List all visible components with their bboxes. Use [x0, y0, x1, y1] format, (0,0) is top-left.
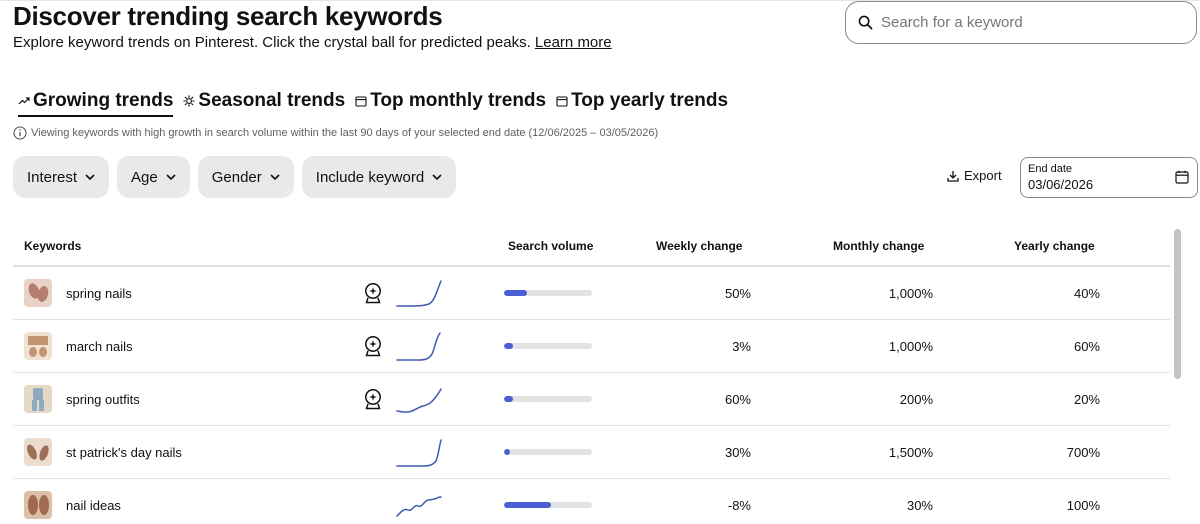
table-row[interactable]: march nails 3% 1,000% 60% [13, 320, 1170, 373]
tab-label: Seasonal trends [198, 90, 346, 111]
keyword-label: spring nails [66, 286, 132, 301]
column-header-yearly-change[interactable]: Yearly change [1014, 239, 1095, 253]
monthly-change-value: 1,000% [888, 286, 933, 301]
table-row[interactable]: spring nails 50% 1,000% 40% [13, 267, 1170, 320]
tab-label: Growing trends [33, 90, 174, 111]
calendar-icon [556, 95, 568, 107]
filter-interest[interactable]: Interest [13, 156, 110, 198]
info-note: Viewing keywords with high growth in sea… [13, 126, 658, 140]
search-volume-fill [504, 449, 511, 455]
info-text: Viewing keywords with high growth in sea… [31, 127, 659, 139]
trend-sparkline [396, 332, 441, 361]
crystal-ball-icon[interactable] [363, 282, 383, 304]
subtitle-text: Explore keyword trends on Pinterest. Cli… [13, 34, 531, 51]
monthly-change-value: 30% [906, 498, 933, 513]
calendar-icon[interactable] [1175, 170, 1189, 184]
monthly-change-value: 1,000% [888, 339, 933, 354]
calendar-icon [355, 95, 367, 107]
weekly-change-value: 30% [724, 445, 751, 460]
search-volume-bar [504, 343, 592, 349]
keyword-label: st patrick's day nails [66, 445, 182, 460]
yearly-change-value: 40% [1073, 286, 1100, 301]
filter-gender[interactable]: Gender [197, 156, 294, 198]
export-button[interactable]: Export [947, 168, 1002, 183]
search-volume-bar [504, 502, 592, 508]
search-volume-fill [504, 502, 551, 508]
yearly-change-value: 60% [1073, 339, 1100, 354]
page-subtitle: Explore keyword trends on Pinterest. Cli… [13, 34, 612, 51]
chevron-down-icon [85, 174, 95, 180]
end-date-value[interactable]: 03/06/2026 [1028, 177, 1094, 192]
weekly-change-value: -8% [727, 498, 751, 513]
scrollbar-thumb[interactable] [1174, 229, 1181, 379]
trend-sparkline [396, 280, 442, 307]
keyword-thumbnail [24, 385, 52, 413]
keyword-label: nail ideas [66, 498, 121, 513]
tab-top-monthly-trends[interactable]: Top monthly trends [355, 86, 546, 116]
top-divider [0, 0, 1200, 1]
chevron-down-icon [432, 174, 442, 180]
sun-icon [183, 95, 196, 107]
weekly-change-value: 60% [724, 392, 751, 407]
keyword-thumbnail [24, 438, 52, 466]
search-input[interactable] [881, 14, 1181, 31]
end-date-label: End date [1028, 163, 1073, 175]
export-label: Export [964, 168, 1002, 183]
search-volume-fill [504, 290, 527, 296]
tab-label: Top monthly trends [370, 90, 547, 111]
filter-bar: Interest Age Gender Include keyword [13, 156, 464, 198]
search-volume-bar [504, 290, 592, 296]
tab-seasonal-trends[interactable]: Seasonal trends [183, 86, 345, 116]
search-volume-fill [504, 396, 513, 402]
tab-label: Top yearly trends [571, 90, 729, 111]
tab-top-yearly-trends[interactable]: Top yearly trends [556, 86, 728, 116]
column-header-monthly-change[interactable]: Monthly change [833, 239, 925, 253]
column-header-weekly-change[interactable]: Weekly change [656, 239, 743, 253]
info-icon [13, 126, 27, 140]
yearly-change-value: 20% [1073, 392, 1100, 407]
crystal-ball-icon[interactable] [363, 335, 383, 357]
filter-label: Age [131, 168, 158, 186]
weekly-change-value: 3% [732, 339, 751, 354]
keyword-thumbnail [24, 279, 52, 307]
yearly-change-value: 100% [1066, 498, 1100, 513]
keyword-search-box[interactable] [845, 1, 1197, 44]
search-volume-bar [504, 396, 592, 402]
learn-more-link[interactable]: Learn more [534, 34, 612, 51]
trend-sparkline [396, 439, 442, 467]
trending-up-icon [18, 95, 30, 107]
column-header-search-volume[interactable]: Search volume [508, 239, 594, 253]
filter-label: Include keyword [315, 168, 425, 186]
table-row[interactable]: st patrick's day nails 30% 1,500% 700% [13, 426, 1170, 479]
search-volume-bar [504, 449, 592, 455]
chevron-down-icon [270, 174, 280, 180]
yearly-change-value: 700% [1066, 445, 1100, 460]
chevron-down-icon [166, 174, 176, 180]
weekly-change-value: 50% [724, 286, 751, 301]
column-header-keywords[interactable]: Keywords [24, 239, 82, 253]
trend-sparkline [396, 388, 442, 413]
filter-include-keyword[interactable]: Include keyword [301, 156, 457, 198]
table-header-divider [13, 265, 1170, 267]
keyword-thumbnail [24, 332, 52, 360]
search-volume-fill [504, 343, 513, 349]
trend-sparkline [396, 496, 442, 517]
filter-label: Gender [211, 168, 262, 186]
trend-tabs: Growing trends Seasonal trends Top month… [18, 86, 738, 117]
table-row[interactable]: nail ideas -8% 30% 100% [13, 479, 1170, 524]
page-title: Discover trending search keywords [13, 1, 443, 31]
keyword-label: march nails [66, 339, 133, 354]
filter-age[interactable]: Age [117, 156, 190, 198]
search-icon [858, 15, 873, 30]
filter-label: Interest [27, 168, 78, 186]
tab-growing-trends[interactable]: Growing trends [18, 86, 174, 117]
monthly-change-value: 1,500% [888, 445, 933, 460]
monthly-change-value: 200% [899, 392, 933, 407]
keyword-label: spring outfits [66, 392, 140, 407]
crystal-ball-icon[interactable] [363, 388, 383, 410]
table-row[interactable]: spring outfits 60% 200% 20% [13, 373, 1170, 426]
download-icon [947, 170, 959, 182]
keyword-thumbnail [24, 491, 52, 519]
end-date-field[interactable]: End date 03/06/2026 [1020, 157, 1198, 198]
